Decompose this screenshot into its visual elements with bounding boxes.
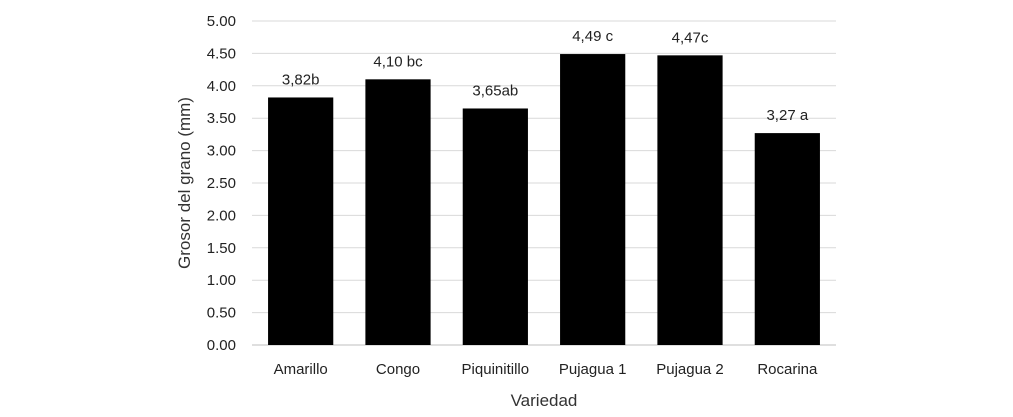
bar <box>365 79 431 345</box>
data-label: 4,10 bc <box>373 53 423 70</box>
x-category-label: Rocarina <box>757 361 818 378</box>
y-tick-label: 1.00 <box>207 272 236 289</box>
x-axis-title: Variedad <box>511 391 578 410</box>
bar <box>657 55 723 346</box>
bar <box>754 133 820 345</box>
y-tick-labels: 0.00 0.50 1.00 1.50 2.00 2.50 3.00 3.50 4.00 4.50… <box>207 13 236 354</box>
data-label: 3,27 a <box>766 107 808 124</box>
y-tick-label: 0.00 <box>207 337 236 354</box>
data-label: 3,82b <box>282 71 320 88</box>
y-tick-label: 5.00 <box>207 13 236 30</box>
data-label: 4,47c <box>672 29 709 46</box>
y-tick-label: 1.50 <box>207 240 236 257</box>
bar <box>268 97 334 346</box>
gridlines <box>252 20 836 346</box>
y-tick-label: 3.00 <box>207 143 236 160</box>
y-axis-title: Grosor del grano (mm) <box>175 97 194 269</box>
data-label: 4,49 c <box>572 28 613 45</box>
x-category-label: Amarillo <box>274 361 328 378</box>
bar <box>560 54 626 345</box>
y-tick-label: 4.50 <box>207 45 236 62</box>
x-category-label: Pujagua 2 <box>656 361 724 378</box>
data-labels: 3,82b 4,10 bc 3,65ab 4,49 c 4,47c 3,27 a <box>282 28 809 124</box>
x-category-label: Congo <box>376 361 420 378</box>
y-tick-label: 2.50 <box>207 175 236 192</box>
x-category-labels: Amarillo Congo Piquinitillo Pujagua 1 Pujagu… <box>274 361 818 378</box>
y-tick-label: 2.00 <box>207 207 236 224</box>
bars <box>268 54 820 346</box>
y-tick-label: 3.50 <box>207 110 236 127</box>
x-category-label: Pujagua 1 <box>559 361 627 378</box>
data-label: 3,65ab <box>472 82 518 99</box>
x-category-label: Piquinitillo <box>462 361 530 378</box>
y-tick-label: 0.50 <box>207 305 236 322</box>
y-tick-label: 4.00 <box>207 78 236 95</box>
bar <box>462 108 528 345</box>
